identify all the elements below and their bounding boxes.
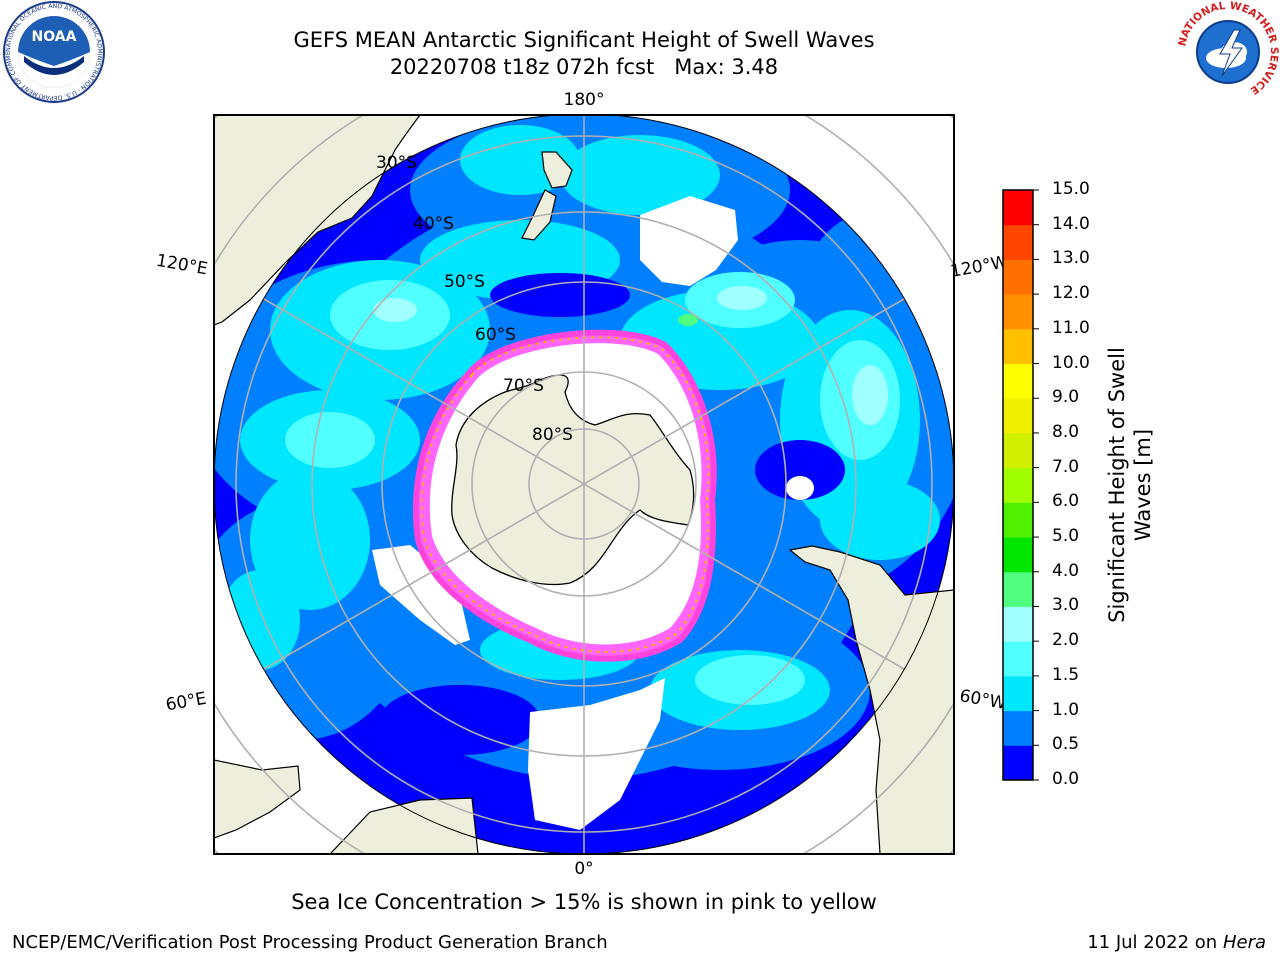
footer-date: 11 Jul 2022 on Hera	[1087, 932, 1266, 953]
lat-label-50s: 50°S	[444, 272, 485, 292]
lon-label-0: 0°	[574, 859, 593, 879]
colorbar-tick-label: 3.0	[1052, 595, 1080, 616]
colorbar-tick-label: 12.0	[1052, 283, 1090, 304]
nws-logo: NATIONAL WEATHER SERVICE	[1176, 0, 1280, 102]
lon-label-120e: 120°E	[155, 251, 209, 280]
colorbar-tick-label: 8.0	[1052, 421, 1080, 442]
colorbar-tick-label: 0.0	[1052, 769, 1080, 789]
colorbar-tick-label: 9.0	[1052, 387, 1080, 408]
colorbar-segment	[1003, 294, 1033, 330]
colorbar-segment	[1003, 328, 1033, 365]
colorbar-tick-label: 14.0	[1052, 213, 1090, 234]
colorbar-segment	[1003, 190, 1033, 226]
lat-label-30s: 30°S	[376, 153, 417, 173]
svg-text:NOAA: NOAA	[32, 29, 77, 45]
noaa-logo: NATIONAL OCEANIC AND ATMOSPHERIC ADMINIS…	[2, 0, 105, 103]
colorbar-segment	[1003, 363, 1033, 399]
colorbar-tick-label: 7.0	[1052, 456, 1080, 477]
chart-title: GEFS MEAN Antarctic Significant Height o…	[293, 28, 875, 52]
lon-label-180: 180°	[564, 90, 605, 110]
colorbar-segment	[1003, 502, 1033, 538]
colorbar-tick-label: 13.0	[1052, 248, 1090, 269]
colorbar	[1002, 189, 1039, 781]
map-frame	[213, 114, 955, 855]
meridians	[263, 115, 905, 854]
lon-label-60e: 60°E	[164, 689, 208, 716]
colorbar-tick-label: 2.0	[1052, 630, 1080, 651]
colorbar-segment	[1003, 710, 1033, 746]
lat-label-40s: 40°S	[413, 214, 454, 234]
sea-ice-note: Sea Ice Concentration > 15% is shown in …	[291, 890, 877, 914]
colorbar-segment	[1003, 398, 1033, 434]
colorbar-tick-label: 1.5	[1052, 664, 1080, 685]
colorbar-segment	[1003, 224, 1033, 260]
colorbar-tick-label: 1.0	[1052, 699, 1080, 720]
colorbar-tick-label: 15.0	[1052, 179, 1090, 199]
colorbar-tick-label: 6.0	[1052, 491, 1080, 512]
colorbar-tick-label: 5.0	[1052, 526, 1080, 547]
colorbar-segment	[1003, 745, 1033, 781]
colorbar-segment	[1003, 467, 1033, 503]
colorbar-tick-label: 10.0	[1052, 352, 1090, 373]
footer-host: Hera	[1222, 932, 1266, 953]
colorbar-title: Significant Height of Swell Waves [m]	[1105, 347, 1155, 623]
footer-credit: NCEP/EMC/Verification Post Processing Pr…	[12, 932, 608, 953]
colorbar-tick-label: 4.0	[1052, 560, 1080, 581]
colorbar-segment	[1003, 606, 1033, 642]
lat-label-70s: 70°S	[503, 376, 544, 396]
colorbar-segment	[1003, 259, 1033, 295]
lat-label-80s: 80°S	[532, 425, 573, 445]
lon-label-60w: 60°W	[958, 686, 1008, 714]
colorbar-segment	[1003, 537, 1033, 573]
colorbar-segment	[1003, 641, 1033, 677]
colorbar-segment	[1003, 432, 1033, 469]
colorbar-tick-label: 11.0	[1052, 317, 1090, 338]
lon-label-120w: 120°W	[949, 252, 1010, 282]
colorbar-segment	[1003, 571, 1033, 607]
chart-subtitle: 20220708 t18z 072h fcst Max: 3.48	[389, 55, 779, 79]
lat-label-60s: 60°S	[475, 325, 516, 345]
colorbar-segment	[1003, 675, 1033, 712]
colorbar-tick-label: 0.5	[1052, 734, 1080, 755]
colorbar-frame	[1002, 189, 1034, 781]
footer-date-text: 11 Jul 2022 on	[1087, 932, 1223, 953]
antarctica	[451, 374, 695, 586]
